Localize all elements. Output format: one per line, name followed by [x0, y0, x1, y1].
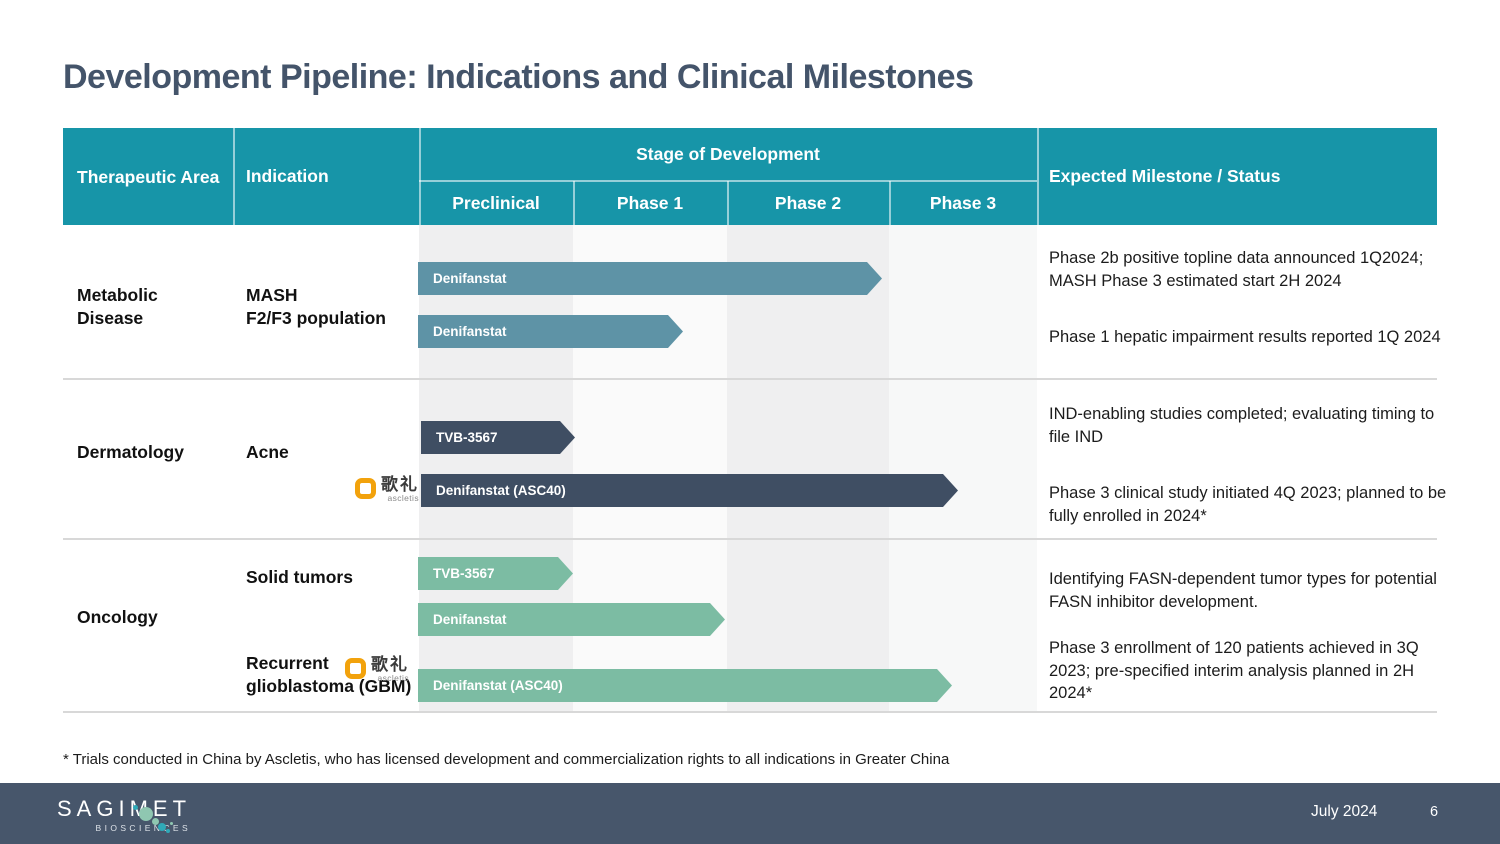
row-metabolic-therapeutic-area: Metabolic Disease	[77, 285, 158, 328]
row-oncology-therapeutic-area: Oncology	[77, 607, 158, 627]
ascletis-logo-en: ascletis	[377, 673, 409, 683]
milestone-text: Phase 3 clinical study initiated 4Q 2023…	[1049, 484, 1447, 525]
header-divider	[419, 128, 421, 225]
sagimet-logo: SAGIMET BIOSCIENCES	[57, 798, 191, 833]
ascletis-ring-icon	[355, 478, 376, 499]
header-divider	[727, 181, 729, 225]
logo-dot-icon	[139, 807, 153, 821]
header-divider	[889, 181, 891, 225]
ascletis-logo-cn: 歌礼	[371, 655, 409, 674]
pipeline-bar-denifanstat-asc40-acne: Denifanstat (ASC40)	[421, 474, 958, 507]
column-stripe-phase1	[573, 225, 727, 711]
milestone-text: Phase 2b positive topline data announced…	[1049, 249, 1424, 290]
pipeline-bar-label: Denifanstat	[433, 324, 507, 339]
ascletis-logo-en: ascletis	[387, 493, 419, 503]
header-expected-milestone: Expected Milestone / Status	[1049, 166, 1281, 186]
row-dermatology-indication: Acne	[246, 442, 289, 462]
milestone-text: Identifying FASN-dependent tumor types f…	[1049, 570, 1437, 611]
milestone-text: Phase 3 enrollment of 120 patients achie…	[1049, 639, 1419, 702]
pipeline-bar-tvb3567-acne: TVB-3567	[421, 421, 575, 454]
ascletis-partner-logo: 歌礼 ascletis	[355, 475, 419, 503]
header-stage-phase1: Phase 1	[616, 192, 684, 213]
header-stage-preclinical: Preclinical	[452, 192, 540, 213]
footer-date: July 2024	[1311, 803, 1378, 820]
page-title: Development Pipeline: Indications and Cl…	[63, 58, 974, 96]
header-stage-phase3: Phase 3	[929, 192, 997, 213]
ascletis-partner-logo: 歌礼 ascletis	[345, 655, 409, 683]
ascletis-ring-icon	[345, 658, 366, 679]
logo-dot-icon	[170, 822, 173, 825]
header-stage-of-development: Stage of Development	[636, 144, 820, 164]
pipeline-bar-label: TVB-3567	[436, 430, 498, 445]
pipeline-bar-label: Denifanstat (ASC40)	[436, 483, 566, 498]
header-therapeutic-area: Therapeutic Area	[77, 166, 220, 187]
milestone-text: Phase 1 hepatic impairment results repor…	[1049, 328, 1441, 346]
row-oncology-indication-gbm: Recurrent glioblastoma (GBM)	[246, 653, 412, 696]
pipeline-bar-tvb3567-solid-tumors: TVB-3567	[418, 557, 573, 590]
row-divider	[63, 538, 1437, 540]
pipeline-bar-label: Denifanstat	[433, 271, 507, 286]
milestone-text: IND-enabling studies completed; evaluati…	[1049, 405, 1435, 446]
row-divider	[63, 378, 1437, 380]
header-divider	[1037, 128, 1039, 225]
column-stripe-preclinical	[419, 225, 573, 711]
pipeline-bar-denifanstat-mash-phase1: Denifanstat	[418, 315, 683, 348]
pipeline-bar-denifanstat-mash-phase2: Denifanstat	[418, 262, 882, 295]
pipeline-bar-denifanstat-solid-tumors: Denifanstat	[418, 603, 725, 636]
header-divider	[573, 181, 575, 225]
slide-footer: SAGIMET BIOSCIENCES July 2024 6	[0, 783, 1500, 844]
logo-dot-icon	[152, 818, 159, 825]
logo-dot-icon	[158, 823, 166, 831]
row-divider	[63, 711, 1437, 713]
row-dermatology-therapeutic-area: Dermatology	[77, 442, 184, 462]
pipeline-bar-label: TVB-3567	[433, 566, 495, 581]
row-metabolic-indication: MASH F2/F3 population	[246, 285, 386, 328]
pipeline-table-header: Therapeutic Area Indication Stage of Dev…	[63, 128, 1437, 225]
footnote: * Trials conducted in China by Ascletis,…	[63, 751, 950, 768]
header-indication: Indication	[246, 166, 329, 186]
sagimet-logo-subtitle: BIOSCIENCES	[95, 823, 192, 833]
header-divider	[419, 180, 1037, 182]
column-stripe-phase2	[727, 225, 889, 711]
footer-page-number: 6	[1430, 804, 1439, 820]
ascletis-logo-cn: 歌礼	[381, 475, 419, 494]
pipeline-table-body: Metabolic Disease MASH F2/F3 population …	[63, 225, 1446, 713]
header-divider	[233, 128, 235, 225]
pipeline-bar-label: Denifanstat	[433, 612, 507, 627]
row-oncology-indication-solid-tumors: Solid tumors	[246, 567, 353, 587]
logo-dot-icon	[133, 805, 138, 810]
header-stage-phase2: Phase 2	[774, 192, 842, 213]
pipeline-bar-label: Denifanstat (ASC40)	[433, 678, 563, 693]
sagimet-logo-name: SAGIMET	[57, 796, 192, 821]
logo-dot-icon	[166, 829, 170, 833]
pipeline-bar-denifanstat-asc40-gbm: Denifanstat (ASC40)	[418, 669, 952, 702]
column-stripe-phase3	[889, 225, 1037, 711]
